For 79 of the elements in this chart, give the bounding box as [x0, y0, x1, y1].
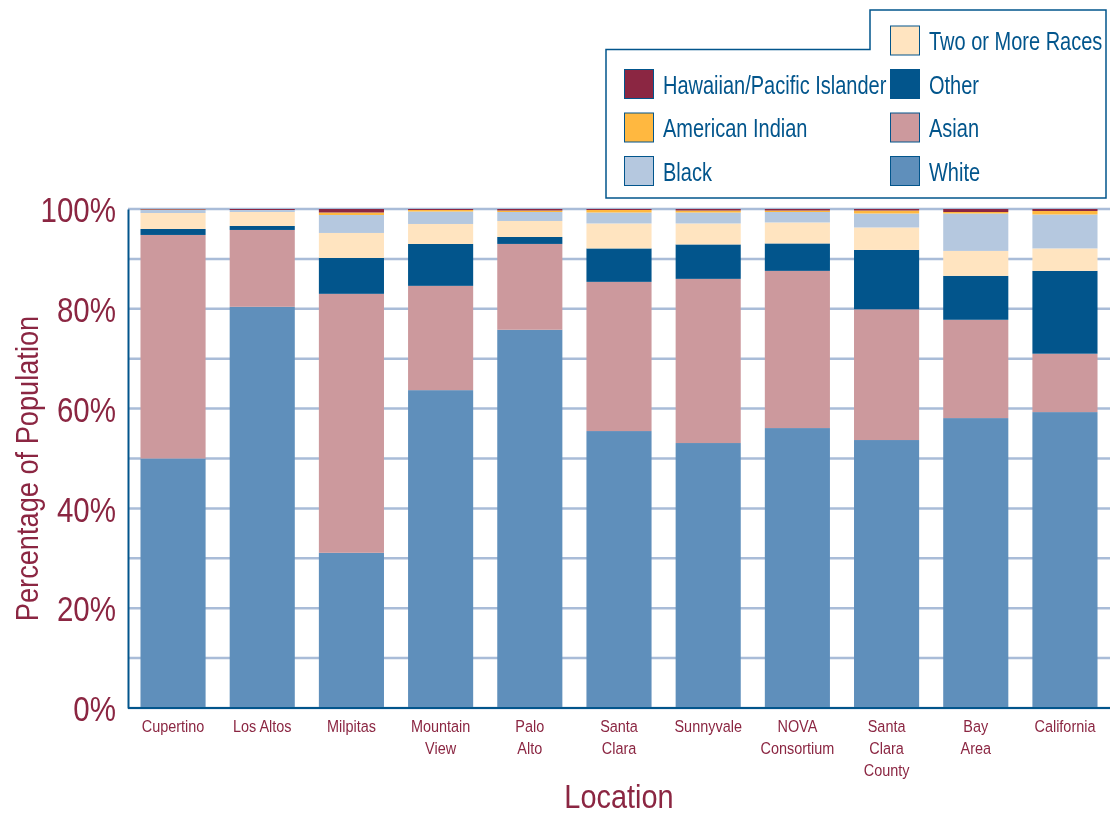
legend-label: Hawaiian/Pacific Islander	[663, 71, 887, 100]
bar	[497, 211, 563, 221]
bar	[408, 211, 474, 224]
x-tick-label: Milpitas	[326, 716, 376, 736]
y-tick-label: 60%	[56, 388, 116, 430]
y-axis-title: Percentage of Population	[8, 315, 45, 622]
bar	[229, 229, 295, 307]
bar	[586, 248, 652, 282]
legend-label: Asian	[929, 115, 980, 143]
bar	[1032, 270, 1098, 354]
bar	[140, 234, 206, 459]
bar	[675, 278, 741, 444]
bar	[1032, 412, 1098, 708]
bar	[854, 227, 920, 250]
bar	[943, 319, 1009, 419]
bar	[586, 431, 652, 708]
y-tick-label: 100%	[40, 189, 116, 230]
legend-label: White	[929, 158, 981, 187]
x-tick-label: Cupertino	[141, 716, 205, 736]
bar	[229, 306, 295, 708]
bar	[497, 243, 563, 330]
x-axis-title: Location	[564, 776, 674, 814]
bar	[764, 211, 830, 223]
bar	[764, 243, 830, 271]
bar	[408, 223, 474, 244]
bar	[497, 329, 563, 708]
bar	[675, 443, 741, 708]
y-tick-label: 40%	[56, 488, 116, 530]
bar	[140, 228, 206, 235]
y-tick-label: 20%	[56, 588, 116, 629]
bar	[675, 244, 741, 279]
bar	[497, 236, 563, 244]
bar	[140, 458, 206, 708]
bar	[318, 293, 384, 553]
bar	[943, 250, 1009, 276]
x-tick-label: Santa Clara	[600, 716, 639, 758]
y-tick-label: 0%	[73, 688, 116, 729]
bar	[408, 243, 474, 286]
bar	[586, 281, 652, 432]
legend-label: Black	[663, 158, 713, 187]
bar	[764, 222, 830, 244]
bar	[229, 211, 295, 226]
bar	[229, 225, 295, 230]
bar	[318, 257, 384, 294]
bar	[408, 390, 474, 708]
bar	[854, 440, 920, 708]
bar	[318, 232, 384, 258]
bar	[943, 275, 1009, 320]
legend-label: American Indian	[663, 115, 808, 143]
legend-label: Other	[929, 71, 980, 100]
bar	[854, 213, 920, 228]
bar	[318, 552, 384, 708]
bar	[586, 212, 652, 224]
x-tick-label: Bay Area	[960, 716, 992, 758]
bar	[1032, 248, 1098, 271]
x-tick-label: Sunnyvale	[674, 716, 743, 736]
bar	[497, 220, 563, 237]
x-tick-label: Palo Alto	[515, 716, 545, 758]
bar	[586, 223, 652, 249]
bar	[408, 285, 474, 391]
bar	[764, 270, 830, 429]
bar	[318, 214, 384, 233]
bar	[1032, 353, 1098, 413]
x-tick-label: California	[1034, 716, 1096, 736]
x-tick-label: Los Altos	[232, 716, 292, 736]
x-tick-label: Santa Clara County	[863, 716, 910, 780]
legend-label: Two or More Races	[929, 28, 1103, 56]
bar	[675, 223, 741, 245]
y-tick-label: 80%	[56, 289, 116, 330]
x-tick-label: Mountain View	[410, 716, 471, 758]
x-tick-label: NOVA Consortium	[760, 716, 835, 758]
bar	[1032, 214, 1098, 249]
bar	[140, 212, 206, 229]
bar	[764, 428, 830, 708]
bar	[943, 418, 1009, 708]
bar	[854, 249, 920, 310]
bar	[943, 213, 1009, 251]
bar	[675, 212, 741, 224]
bar	[854, 309, 920, 441]
